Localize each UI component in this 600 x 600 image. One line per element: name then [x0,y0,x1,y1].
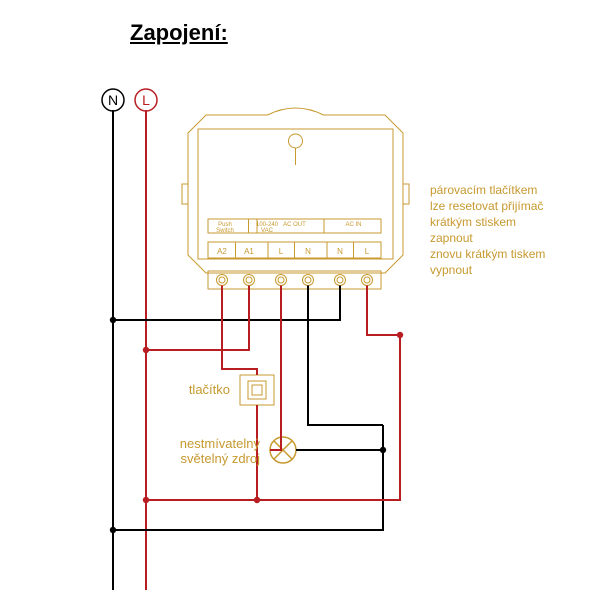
button-label: tlačítko [120,382,230,397]
side-note: párovacím tlačítkem lze resetovat přijím… [430,182,545,278]
lamp-label-line: světelný zdroj [181,451,260,466]
svg-text:A2: A2 [217,247,227,256]
svg-text:L: L [279,247,284,256]
lamp-label: nestmívatelný světelný zdroj [100,436,260,466]
svg-text:Switch: Switch [216,228,234,234]
wiring-diagram: NLPushSwitch100-240VACAC OUTAC INA2A1LNN… [0,0,600,600]
side-note-line: lze resetovat přijímač [430,198,545,214]
svg-text:A1: A1 [244,247,254,256]
svg-text:AC OUT: AC OUT [283,222,306,228]
side-note-line: zapnout [430,230,545,246]
side-note-line: vypnout [430,262,545,278]
side-note-line: znovu krátkým tiskem [430,246,545,262]
svg-text:L: L [365,247,370,256]
svg-text:N: N [108,92,118,108]
side-note-line: párovacím tlačítkem [430,182,545,198]
lamp-label-line: nestmívatelný [180,436,260,451]
svg-text:L: L [142,92,150,108]
side-note-line: krátkým stiskem [430,214,545,230]
svg-text:N: N [305,247,311,256]
page-title: Zapojení: [130,20,228,46]
svg-text:VAC: VAC [261,228,274,234]
svg-text:N: N [337,247,343,256]
svg-text:AC IN: AC IN [345,222,361,228]
